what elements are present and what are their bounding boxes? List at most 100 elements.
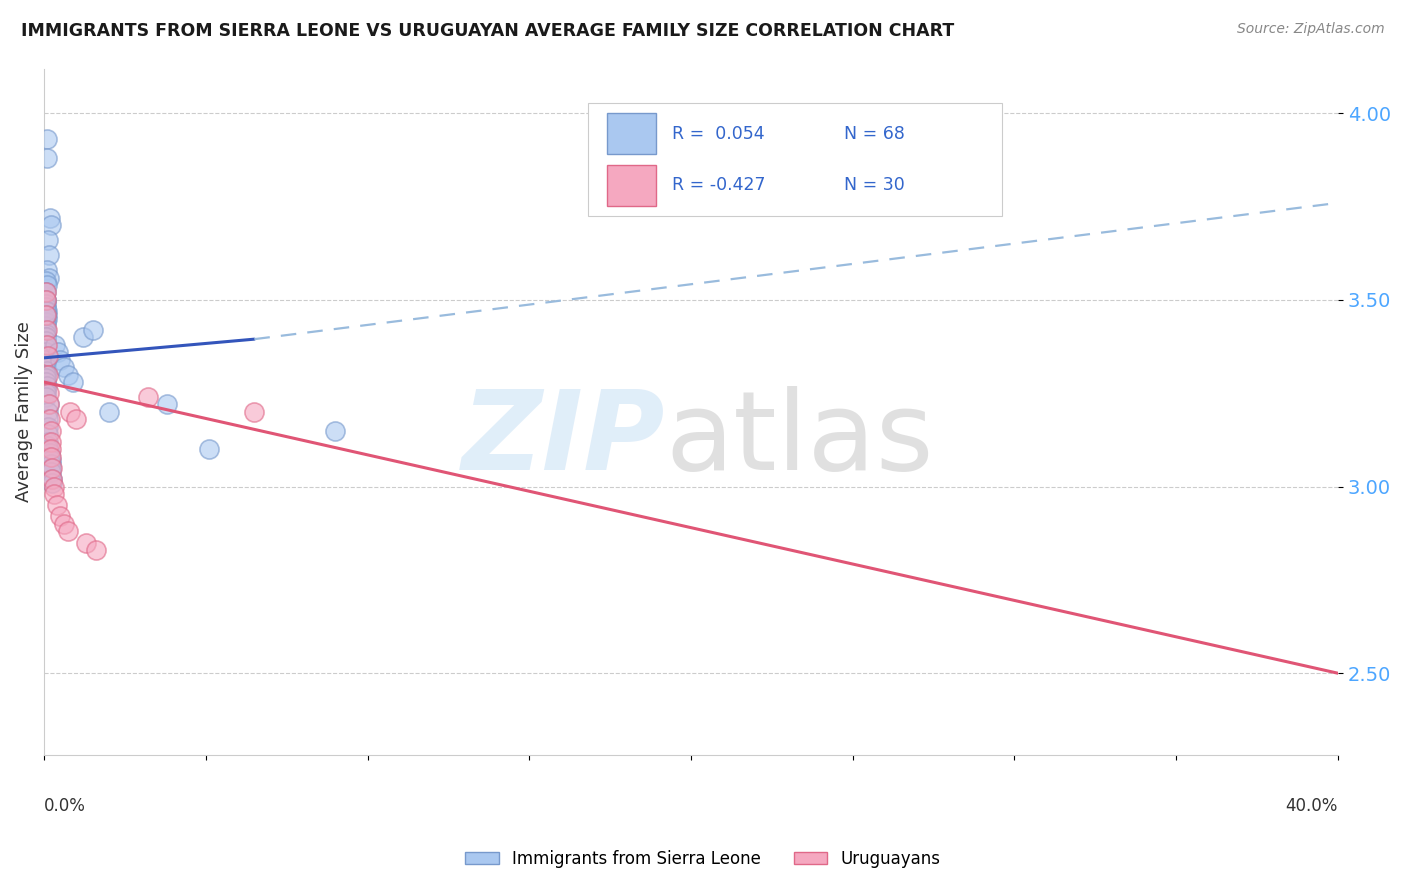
Point bbox=[39, 453, 62, 467]
Point bbox=[37, 368, 59, 382]
Point bbox=[37, 337, 59, 351]
Point bbox=[37, 151, 59, 165]
Point bbox=[35, 360, 58, 375]
Point bbox=[35, 285, 58, 300]
Point bbox=[38, 386, 60, 401]
Point bbox=[37, 427, 59, 442]
Point bbox=[35, 315, 58, 329]
Point bbox=[37, 412, 59, 426]
Point bbox=[39, 412, 62, 426]
Point bbox=[38, 397, 60, 411]
FancyBboxPatch shape bbox=[588, 103, 1001, 216]
Point bbox=[35, 386, 58, 401]
Point bbox=[35, 285, 58, 300]
Point bbox=[39, 442, 62, 457]
Point bbox=[37, 349, 59, 363]
Point bbox=[37, 304, 59, 318]
Text: R = -0.427: R = -0.427 bbox=[672, 177, 765, 194]
Text: atlas: atlas bbox=[665, 386, 934, 493]
Text: R =  0.054: R = 0.054 bbox=[672, 125, 765, 143]
Text: IMMIGRANTS FROM SIERRA LEONE VS URUGUAYAN AVERAGE FAMILY SIZE CORRELATION CHART: IMMIGRANTS FROM SIERRA LEONE VS URUGUAYA… bbox=[21, 22, 955, 40]
Point bbox=[35, 349, 58, 363]
Point bbox=[35, 304, 58, 318]
Point bbox=[59, 405, 82, 419]
Point bbox=[35, 293, 58, 307]
Point bbox=[52, 516, 75, 531]
Point bbox=[44, 337, 66, 351]
Point bbox=[35, 326, 58, 341]
Point bbox=[35, 274, 58, 288]
Text: N = 68: N = 68 bbox=[844, 125, 904, 143]
Point bbox=[35, 390, 58, 404]
Point bbox=[35, 330, 58, 344]
Point bbox=[136, 390, 159, 404]
Point bbox=[46, 345, 69, 359]
Text: N = 30: N = 30 bbox=[844, 177, 904, 194]
Point bbox=[97, 405, 120, 419]
Point bbox=[198, 442, 221, 457]
Point bbox=[35, 342, 58, 356]
Point bbox=[35, 379, 58, 393]
Point bbox=[38, 248, 60, 262]
Point bbox=[48, 352, 70, 367]
Point bbox=[35, 383, 58, 397]
Point bbox=[39, 434, 62, 449]
Point bbox=[37, 323, 59, 337]
Point bbox=[37, 434, 59, 449]
Point bbox=[82, 323, 104, 337]
Point bbox=[35, 319, 58, 334]
Point bbox=[38, 270, 60, 285]
Point bbox=[37, 420, 59, 434]
Point bbox=[39, 424, 62, 438]
Point bbox=[84, 543, 107, 558]
Text: Source: ZipAtlas.com: Source: ZipAtlas.com bbox=[1237, 22, 1385, 37]
Point bbox=[35, 293, 58, 307]
Point bbox=[35, 330, 58, 344]
Point bbox=[35, 293, 58, 307]
FancyBboxPatch shape bbox=[607, 165, 657, 206]
Point bbox=[41, 472, 63, 486]
Point bbox=[35, 278, 58, 293]
Point bbox=[42, 480, 65, 494]
Text: ZIP: ZIP bbox=[461, 386, 665, 493]
Point bbox=[39, 446, 62, 460]
Point bbox=[39, 457, 62, 471]
Point bbox=[38, 397, 60, 411]
Point bbox=[35, 323, 58, 337]
Point bbox=[37, 263, 59, 277]
Text: 0.0%: 0.0% bbox=[44, 797, 86, 814]
Point bbox=[35, 301, 58, 315]
Point bbox=[39, 219, 62, 233]
Legend: Immigrants from Sierra Leone, Uruguayans: Immigrants from Sierra Leone, Uruguayans bbox=[458, 844, 948, 875]
Point bbox=[44, 487, 66, 501]
Point bbox=[35, 345, 58, 359]
Point bbox=[35, 334, 58, 348]
Point bbox=[35, 296, 58, 310]
Point bbox=[35, 308, 58, 322]
Point bbox=[35, 132, 58, 146]
Point bbox=[37, 438, 59, 452]
Point bbox=[75, 535, 97, 549]
Point bbox=[35, 356, 58, 370]
Point bbox=[58, 524, 80, 539]
Point bbox=[58, 368, 80, 382]
Point bbox=[37, 311, 59, 326]
Y-axis label: Average Family Size: Average Family Size bbox=[15, 321, 32, 502]
Point bbox=[41, 461, 63, 475]
Point bbox=[744, 786, 766, 800]
Point bbox=[172, 778, 194, 792]
Text: 40.0%: 40.0% bbox=[1285, 797, 1339, 814]
Point bbox=[35, 371, 58, 385]
Point bbox=[39, 450, 62, 464]
Point bbox=[46, 498, 69, 512]
Point bbox=[65, 412, 87, 426]
Point bbox=[35, 308, 58, 322]
Point bbox=[35, 352, 58, 367]
Point bbox=[323, 424, 346, 438]
Point bbox=[35, 308, 58, 322]
Point bbox=[62, 375, 84, 389]
Point bbox=[52, 360, 75, 375]
Point bbox=[39, 465, 62, 479]
Point bbox=[35, 368, 58, 382]
Point bbox=[35, 375, 58, 389]
